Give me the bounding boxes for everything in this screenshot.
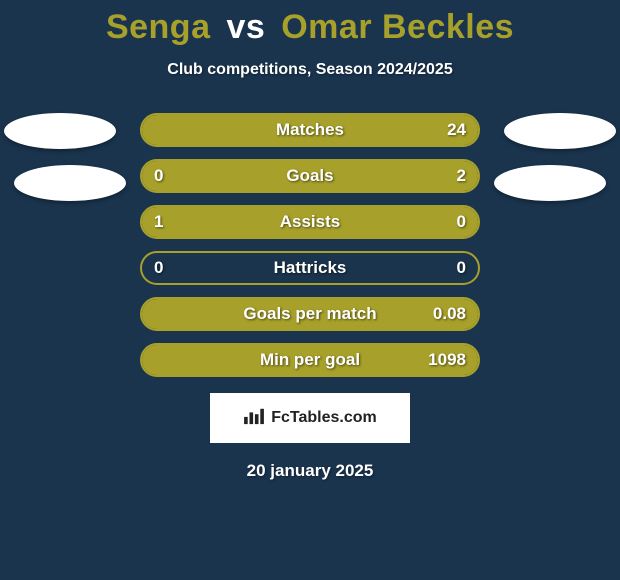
title-player2: Omar Beckles [281, 8, 514, 46]
stat-label: Hattricks [142, 253, 478, 283]
snapshot-date: 20 january 2025 [0, 461, 620, 481]
comparison-card: Senga vs Omar Beckles Club competitions,… [0, 0, 620, 580]
stat-fill-right [404, 207, 478, 237]
stat-fill-left [142, 161, 202, 191]
page-title: Senga vs Omar Beckles [0, 0, 620, 47]
title-vs: vs [226, 8, 265, 46]
stat-value-right: 0 [457, 253, 466, 283]
stat-row: 02Goals [140, 159, 480, 193]
stat-rows: 24Matches 02Goals 10Assists 0 0Hattricks 0.08… [140, 109, 480, 377]
stat-fill-right [142, 115, 478, 145]
stat-fill-right [142, 299, 478, 329]
branding-text: FcTables.com [271, 409, 377, 427]
stat-row: 10Assists [140, 205, 480, 239]
stat-value-left: 0 [154, 253, 163, 283]
comparison-arena: 24Matches 02Goals 10Assists 0 0Hattricks 0.08… [0, 109, 620, 377]
branding-badge: FcTables.com [210, 393, 410, 443]
stat-fill-right [202, 161, 478, 191]
bar-chart-icon [243, 407, 265, 430]
subtitle: Club competitions, Season 2024/2025 [0, 61, 620, 79]
stat-fill-right [142, 345, 478, 375]
avatar-placeholder [14, 165, 126, 201]
avatar-placeholder [494, 165, 606, 201]
stat-row: 1098Min per goal [140, 343, 480, 377]
stat-row: 0 0Hattricks [140, 251, 480, 285]
avatar-placeholder [4, 113, 116, 149]
stat-row: 24Matches [140, 113, 480, 147]
title-player1: Senga [106, 8, 211, 46]
avatar-placeholder [504, 113, 616, 149]
stat-row: 0.08Goals per match [140, 297, 480, 331]
stat-fill-left [142, 207, 404, 237]
